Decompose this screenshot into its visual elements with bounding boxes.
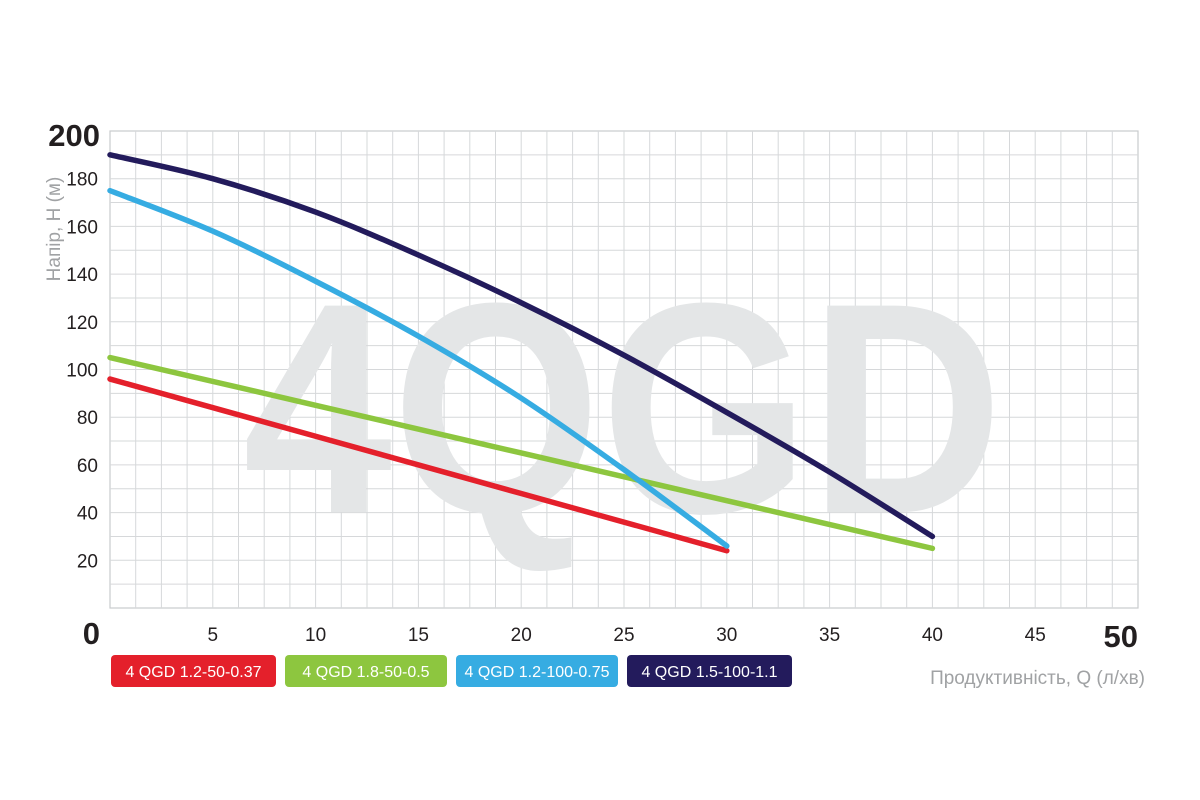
x-tick-label: 45 xyxy=(1025,625,1046,646)
legend-item: 4 QGD 1.2-100-0.75 xyxy=(456,655,618,687)
x-tick-label: 10 xyxy=(305,625,326,646)
legend-item: 4 QGD 1.2-50-0.37 xyxy=(111,655,276,687)
legend-swatch xyxy=(285,655,447,687)
series-line-1 xyxy=(107,376,730,554)
series-line-3 xyxy=(107,187,730,549)
series-line-2 xyxy=(107,354,936,552)
x-tick-label: 40 xyxy=(922,625,943,646)
y-tick-label: 100 xyxy=(66,361,98,382)
chart-grid xyxy=(109,130,1139,609)
chart-series xyxy=(107,152,936,554)
x-tick-label: 35 xyxy=(819,625,840,646)
chart-axes: 0 20 40 60 80 100 120 140 160 180 200 5 10 15 20 25 30 35… xyxy=(48,118,1138,654)
legend-swatch xyxy=(627,655,792,687)
y-tick-label: 120 xyxy=(66,313,98,334)
x-tick-label: 15 xyxy=(408,625,429,646)
y-tick-label: 200 xyxy=(48,118,100,153)
y-tick-label: 20 xyxy=(77,551,98,572)
chart-watermark: 4QGD xyxy=(243,240,1003,576)
y-axis-title: Напір, Н (м) xyxy=(44,177,65,282)
legend-item: 4 QGD 1.8-50-0.5 xyxy=(285,655,447,687)
legend-label: 4 QGD 1.2-50-0.37 xyxy=(125,664,261,681)
y-tick-label: 40 xyxy=(77,504,98,525)
legend-swatch xyxy=(111,655,276,687)
legend-label: 4 QGD 1.2-100-0.75 xyxy=(465,664,610,681)
y-tick-label: 80 xyxy=(77,408,98,429)
y-tick-label: 160 xyxy=(66,217,98,238)
legend-label: 4 QGD 1.5-100-1.1 xyxy=(641,664,777,681)
legend-label: 4 QGD 1.8-50-0.5 xyxy=(302,664,429,681)
chart-legend: 4 QGD 1.2-50-0.37 4 QGD 1.8-50-0.5 4 QGD 1… xyxy=(111,655,792,687)
y-tick-label: 60 xyxy=(77,456,98,477)
y-tick-label: 180 xyxy=(66,170,98,191)
x-tick-label: 25 xyxy=(613,625,634,646)
x-tick-label: 20 xyxy=(511,625,532,646)
legend-swatch xyxy=(456,655,618,687)
x-tick-label: 30 xyxy=(716,625,737,646)
legend-item: 4 QGD 1.5-100-1.1 xyxy=(627,655,792,687)
series-line-4 xyxy=(107,152,936,540)
x-tick-label: 50 xyxy=(1104,619,1138,654)
y-tick-label: 0 xyxy=(83,616,100,651)
y-tick-label: 140 xyxy=(66,265,98,286)
x-tick-label: 5 xyxy=(208,625,219,646)
x-axis-title: Продуктивність, Q (л/хв) xyxy=(930,668,1145,689)
